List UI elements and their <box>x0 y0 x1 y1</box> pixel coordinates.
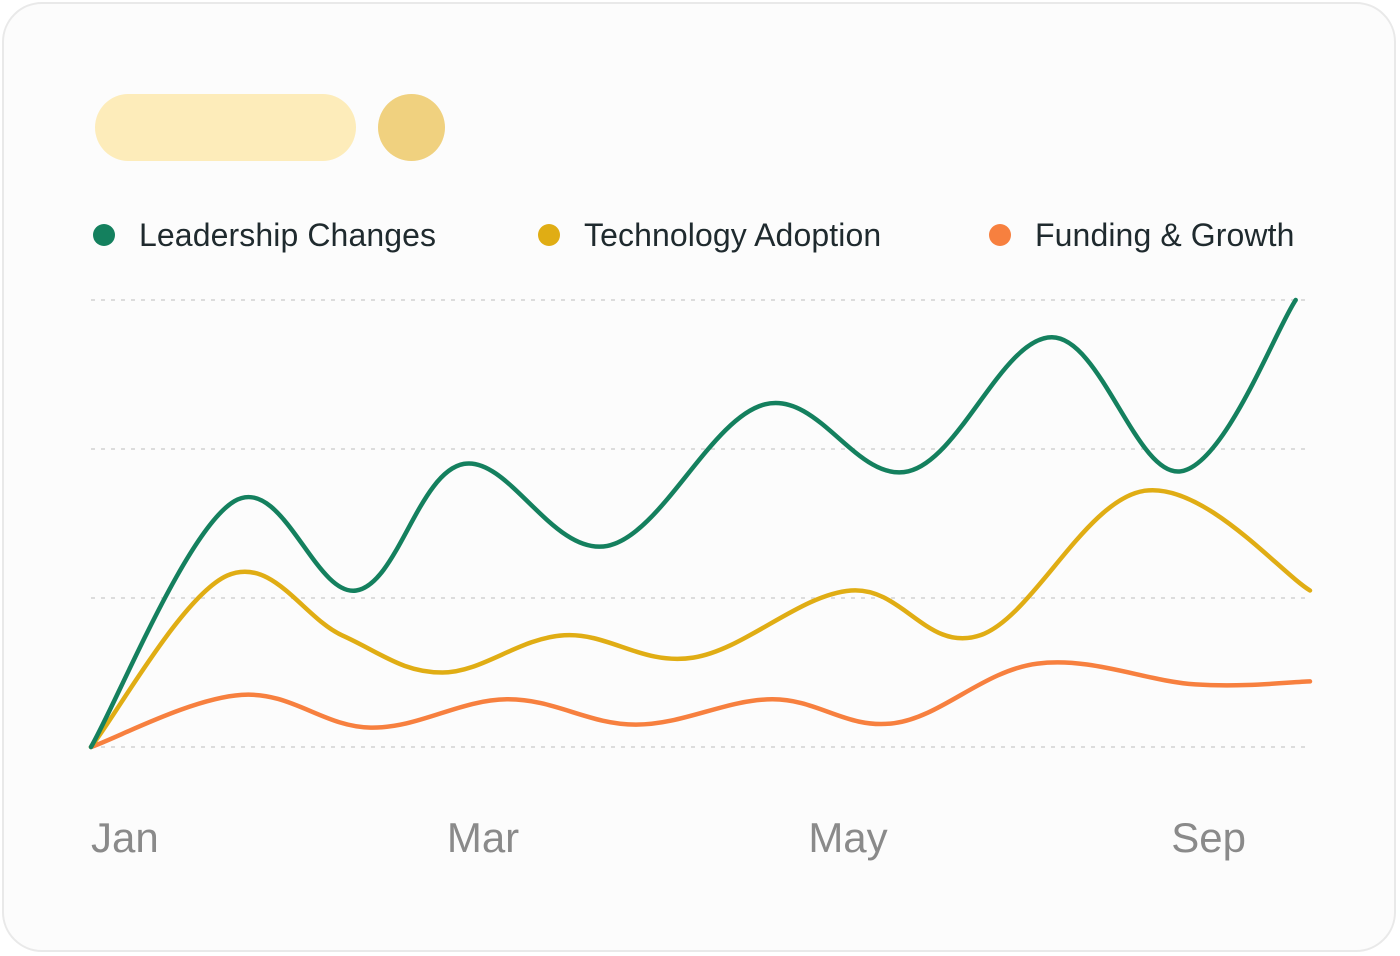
series-line-leadership-changes[interactable] <box>88 297 1298 750</box>
legend-item-technology-adoption[interactable]: Technology Adoption <box>538 214 881 256</box>
series-line-funding-growth[interactable] <box>88 660 1313 750</box>
legend-item-leadership-changes[interactable]: Leadership Changes <box>93 214 436 256</box>
legend-item-funding-growth[interactable]: Funding & Growth <box>989 214 1295 256</box>
x-tick-label-jan: Jan <box>91 814 159 861</box>
x-tick-label-sep: Sep <box>1171 814 1246 861</box>
x-tick-label-mar: Mar <box>447 814 519 861</box>
legend-label-leadership-changes: Leadership Changes <box>139 216 437 253</box>
legend-marker-leadership-changes <box>93 224 115 246</box>
series-lines <box>88 297 1313 750</box>
x-tick-label-may: May <box>808 814 887 861</box>
title-placeholder-pill <box>95 94 356 161</box>
legend-label-technology-adoption: Technology Adoption <box>584 216 882 253</box>
legend-marker-technology-adoption <box>538 224 560 246</box>
title-placeholder-dot <box>378 94 445 161</box>
legend-marker-funding-growth <box>989 224 1011 246</box>
x-axis-ticks: Jan Mar May Sep <box>91 814 1246 861</box>
legend-label-funding-growth: Funding & Growth <box>1035 216 1295 253</box>
series-line-technology-adoption[interactable] <box>88 488 1313 750</box>
gridlines <box>91 299 1310 748</box>
